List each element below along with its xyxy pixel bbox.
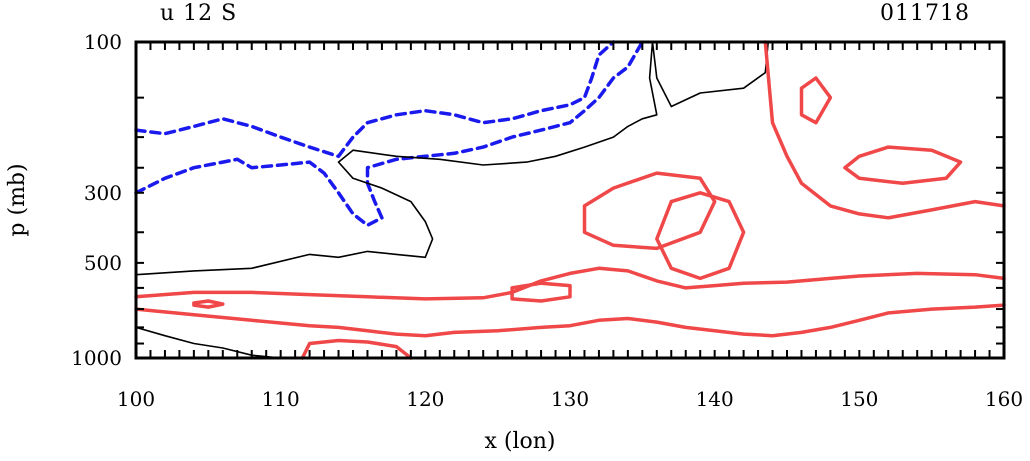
y-tick-label: 300 (84, 181, 122, 205)
contour-neg-lower (134, 40, 645, 227)
y-tick-label: 1000 (71, 346, 122, 370)
contour-zero-upper (135, 41, 769, 276)
chart-title-right: 011718 (880, 1, 970, 26)
x-tick-label: 130 (551, 387, 589, 411)
contour-pos-bottom (300, 338, 413, 360)
x-tick-label: 100 (117, 387, 155, 411)
contour-pos-ring-4 (655, 191, 746, 281)
contour-zero-lower (135, 326, 282, 359)
contour-pos-right-upper (763, 40, 1006, 220)
x-tick-label: 160 (985, 387, 1023, 411)
chart-title-left: u 12 S (160, 1, 237, 26)
contour-pos-ring-1 (843, 145, 963, 186)
x-axis-label: x (lon) (484, 429, 555, 454)
y-axis-label: p (mb) (5, 163, 30, 236)
x-tick-label: 150 (840, 387, 878, 411)
x-tick-label: 140 (696, 387, 734, 411)
y-tick-label: 500 (84, 251, 122, 275)
x-tick-label: 120 (406, 387, 444, 411)
contour-pos-lower (134, 303, 1006, 338)
contour-neg-upper (134, 40, 616, 159)
x-tick-label: 110 (262, 387, 300, 411)
contour-pos-ring-5 (799, 76, 833, 125)
contour-pos-ring-2 (582, 171, 717, 251)
contour-pos-ring-3 (510, 281, 572, 303)
y-axis-ticks: 100 300 500 1000 (71, 30, 122, 370)
contour-pos-main (134, 266, 1006, 301)
contour-pos-ring-6 (192, 299, 225, 309)
minor-ticks (135, 41, 1005, 359)
contour-layer (134, 40, 1006, 360)
x-axis-ticks: 100 110 120 130 140 150 160 (117, 387, 1023, 411)
y-tick-label: 100 (84, 30, 122, 54)
